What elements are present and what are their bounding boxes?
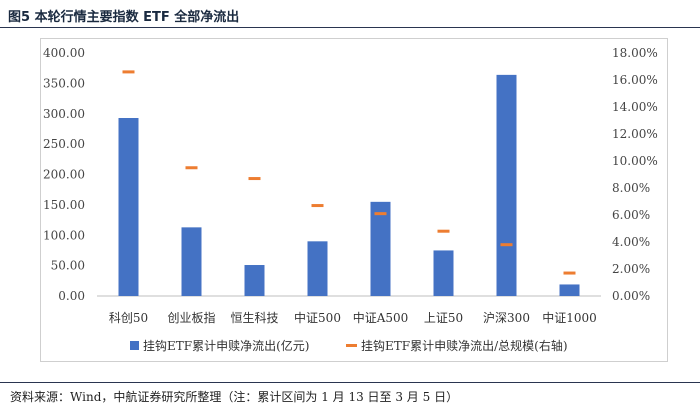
right-tick-label: 18.00% [612, 46, 658, 60]
bar [370, 201, 391, 296]
ratio-marker [311, 204, 324, 208]
right-tick-label: 6.00% [612, 208, 650, 222]
left-tick-label: 400.00 [43, 46, 85, 60]
bar [244, 265, 265, 296]
bar [496, 74, 517, 297]
ratio-marker [563, 271, 576, 275]
legend-bar-swatch [130, 341, 139, 350]
ratio-marker [374, 212, 387, 216]
bar [118, 118, 139, 296]
legend-marker-label: 挂钩ETF累计申赎净流出/总规模(右轴) [361, 338, 568, 353]
right-tick-label: 10.00% [612, 154, 658, 168]
right-tick-label: 2.00% [612, 262, 650, 276]
left-tick-label: 0.00 [58, 289, 85, 303]
category-label: 科创50 [109, 311, 148, 325]
legend-marker-swatch [346, 344, 357, 347]
bar [433, 250, 454, 296]
ratio-marker [248, 177, 261, 181]
bar [559, 284, 580, 296]
left-tick-label: 300.00 [43, 107, 85, 121]
right-tick-label: 14.00% [612, 100, 658, 114]
top-rule [0, 27, 700, 28]
right-tick-label: 0.00% [612, 289, 650, 303]
figure-title: 图5 本轮行情主要指数 ETF 全部净流出 [8, 10, 240, 25]
left-tick-label: 150.00 [43, 198, 85, 212]
ratio-marker [122, 70, 135, 74]
category-label: 中证A500 [353, 310, 409, 325]
right-tick-label: 8.00% [612, 181, 650, 195]
left-tick-label: 100.00 [43, 228, 85, 242]
ratio-marker [185, 166, 198, 170]
category-label: 沪深300 [483, 311, 530, 325]
ratio-marker [437, 229, 450, 233]
category-label: 上证50 [424, 311, 463, 325]
category-label: 中证1000 [542, 310, 597, 325]
right-tick-label: 4.00% [612, 235, 650, 249]
category-label: 创业板指 [167, 310, 215, 325]
category-label: 中证500 [294, 310, 341, 325]
bar [307, 241, 328, 296]
left-tick-label: 250.00 [43, 137, 85, 151]
left-tick-label: 50.00 [51, 259, 85, 273]
chart-frame [40, 38, 668, 362]
left-tick-label: 350.00 [43, 76, 85, 90]
ratio-marker [500, 243, 513, 247]
right-tick-label: 16.00% [612, 73, 658, 87]
legend-bar-label: 挂钩ETF累计申赎净流出(亿元) [143, 338, 309, 353]
bottom-rule [0, 382, 700, 383]
bar [181, 227, 202, 296]
category-label: 恒生科技 [230, 311, 278, 325]
source-note: 资料来源：Wind，中航证券研究所整理（注：累计区间为 1 月 13 日至 3 … [10, 390, 459, 404]
left-tick-label: 200.00 [43, 168, 85, 182]
right-tick-label: 12.00% [612, 127, 658, 141]
